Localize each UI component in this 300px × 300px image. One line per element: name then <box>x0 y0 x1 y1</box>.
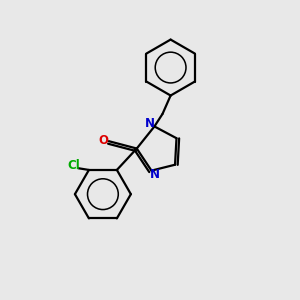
Text: N: N <box>149 168 159 181</box>
Text: O: O <box>98 134 109 147</box>
Text: Cl: Cl <box>67 159 80 172</box>
Text: N: N <box>145 117 155 130</box>
